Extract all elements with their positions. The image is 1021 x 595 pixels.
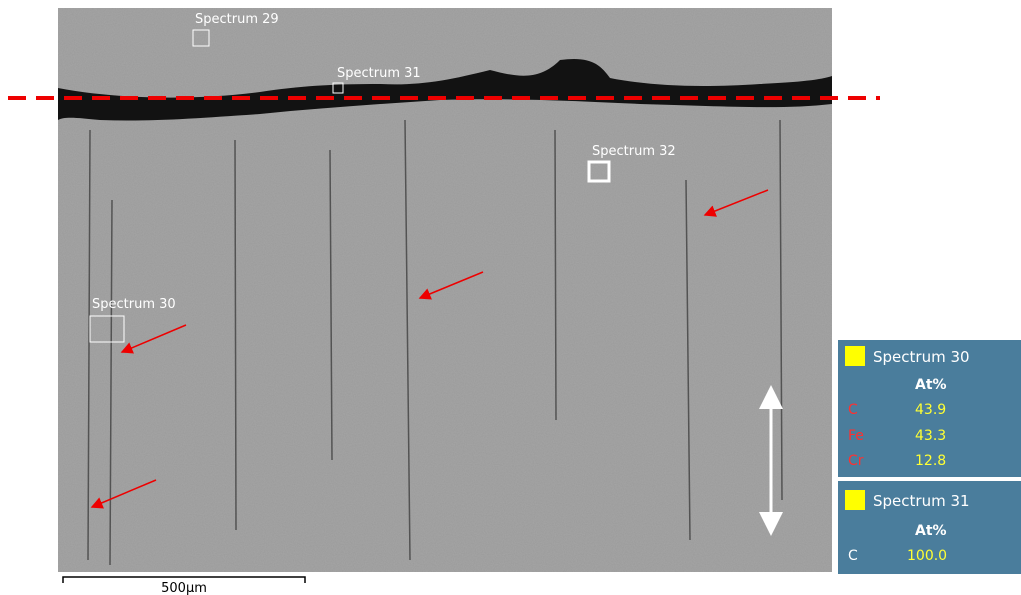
- value: 100.0: [907, 548, 947, 564]
- element: C: [848, 548, 858, 564]
- spectrum-label: Spectrum 30: [92, 297, 176, 312]
- spectrum-label: Spectrum 29: [195, 12, 279, 27]
- value: 43.9: [915, 402, 946, 418]
- panel-title: Spectrum 31: [873, 492, 970, 510]
- sem-image: [58, 8, 832, 572]
- element: Fe: [848, 428, 864, 444]
- panel-unit: At%: [915, 377, 947, 393]
- value: 12.8: [915, 453, 946, 469]
- element: C: [848, 402, 858, 418]
- spectrum-label: Spectrum 32: [592, 144, 676, 159]
- spectrum-label: Spectrum 31: [337, 66, 421, 81]
- panel-title: Spectrum 30: [873, 348, 970, 366]
- element: Cr: [848, 453, 864, 469]
- panel: Spectrum 30 At% C 43.9 Fe 43.3 Cr 12.8: [838, 340, 1021, 477]
- panel-unit: At%: [915, 523, 947, 539]
- panel: Spectrum 31 At% C 100.0: [838, 481, 1021, 574]
- scale-label: 500µm: [161, 581, 207, 595]
- value: 43.3: [915, 428, 946, 444]
- figure: Spectrum 29 Spectrum 31 Spectrum 32 Spec…: [0, 0, 1021, 595]
